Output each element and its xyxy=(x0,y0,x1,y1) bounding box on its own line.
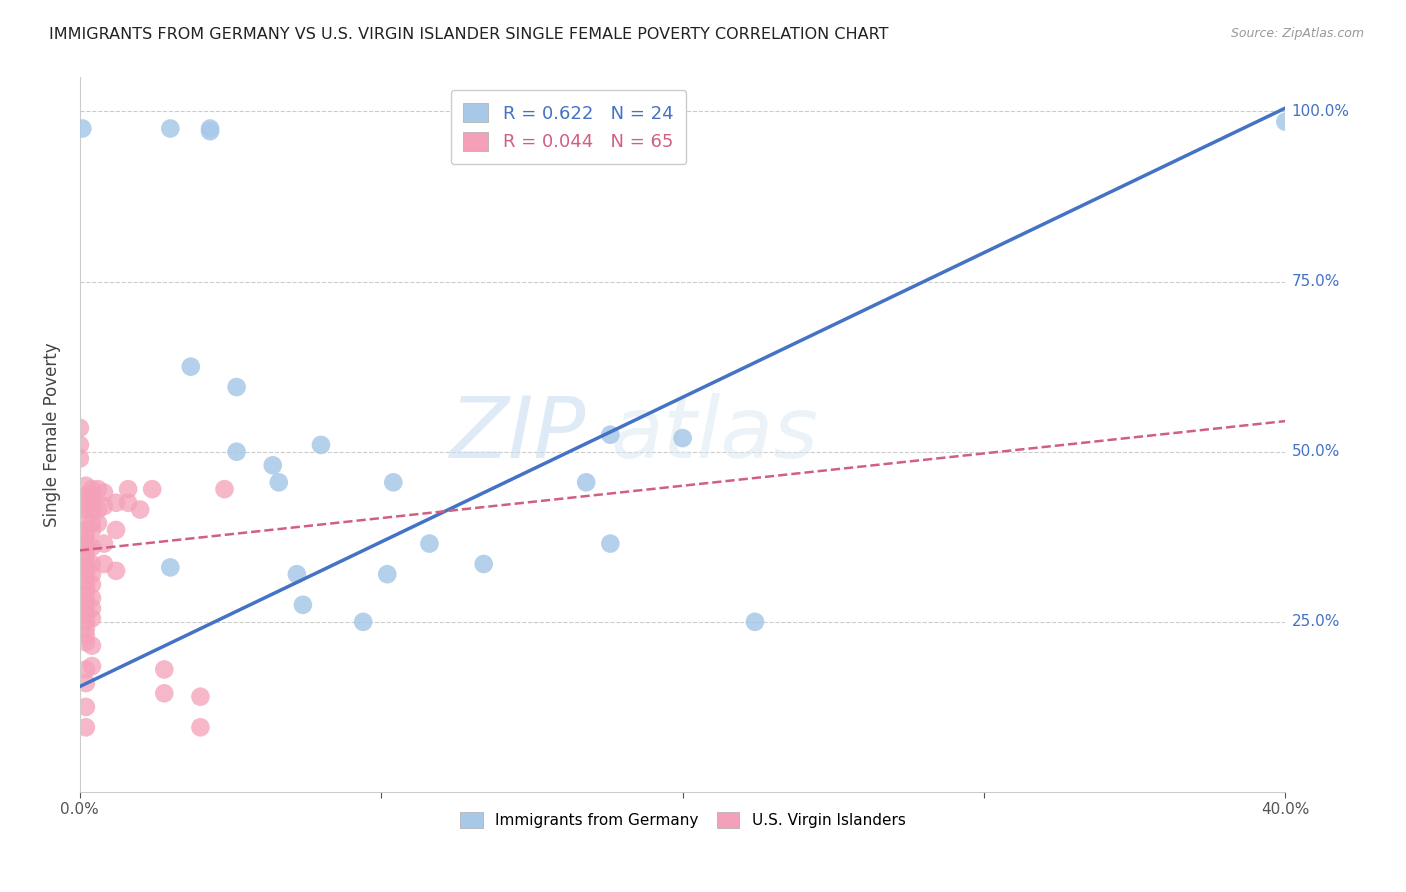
Point xyxy=(159,121,181,136)
Point xyxy=(80,591,103,605)
Text: 100.0%: 100.0% xyxy=(1291,104,1350,119)
Point xyxy=(75,720,97,734)
Y-axis label: Single Female Poverty: Single Female Poverty xyxy=(44,343,60,527)
Point xyxy=(80,482,103,496)
Point xyxy=(198,124,221,138)
Point xyxy=(75,581,97,595)
Point xyxy=(418,536,440,550)
Legend: Immigrants from Germany, U.S. Virgin Islanders: Immigrants from Germany, U.S. Virgin Isl… xyxy=(454,806,911,834)
Point xyxy=(599,427,621,442)
Point xyxy=(153,663,176,677)
Point xyxy=(75,676,97,690)
Point xyxy=(80,601,103,615)
Point xyxy=(75,567,97,582)
Point xyxy=(672,431,695,445)
Point xyxy=(75,496,97,510)
Point xyxy=(75,607,97,622)
Point xyxy=(129,502,152,516)
Point xyxy=(80,523,103,537)
Point xyxy=(141,482,163,496)
Point xyxy=(75,547,97,561)
Point xyxy=(75,594,97,608)
Point xyxy=(80,516,103,531)
Point xyxy=(80,567,103,582)
Point xyxy=(87,482,110,496)
Point xyxy=(105,523,128,537)
Point xyxy=(75,628,97,642)
Point xyxy=(75,588,97,602)
Point xyxy=(382,475,405,490)
Point xyxy=(75,635,97,649)
Point xyxy=(214,482,236,496)
Point xyxy=(80,496,103,510)
Point xyxy=(69,451,91,466)
Point xyxy=(75,502,97,516)
Point xyxy=(80,540,103,554)
Text: 25.0%: 25.0% xyxy=(1291,615,1340,630)
Point xyxy=(80,639,103,653)
Point xyxy=(105,564,128,578)
Point xyxy=(159,560,181,574)
Point xyxy=(117,496,139,510)
Point xyxy=(352,615,374,629)
Point xyxy=(291,598,314,612)
Point xyxy=(75,479,97,493)
Point xyxy=(75,560,97,574)
Point xyxy=(599,536,621,550)
Point xyxy=(180,359,202,374)
Point xyxy=(75,523,97,537)
Point xyxy=(744,615,766,629)
Text: 50.0%: 50.0% xyxy=(1291,444,1340,459)
Point xyxy=(153,686,176,700)
Point xyxy=(75,540,97,554)
Point xyxy=(198,121,221,136)
Point xyxy=(75,553,97,567)
Text: 75.0%: 75.0% xyxy=(1291,274,1340,289)
Point xyxy=(472,557,495,571)
Point xyxy=(190,690,212,704)
Point xyxy=(575,475,598,490)
Point xyxy=(72,121,94,136)
Point xyxy=(75,699,97,714)
Point xyxy=(225,444,247,458)
Point xyxy=(75,574,97,588)
Point xyxy=(93,499,115,513)
Text: ZIP: ZIP xyxy=(450,393,586,476)
Point xyxy=(1274,114,1296,128)
Point xyxy=(285,567,308,582)
Point xyxy=(69,421,91,435)
Point xyxy=(80,557,103,571)
Point xyxy=(267,475,290,490)
Point xyxy=(309,438,332,452)
Point xyxy=(80,659,103,673)
Point xyxy=(225,380,247,394)
Point xyxy=(262,458,284,473)
Point xyxy=(93,485,115,500)
Point xyxy=(117,482,139,496)
Point xyxy=(87,516,110,531)
Point xyxy=(75,536,97,550)
Point xyxy=(93,536,115,550)
Point xyxy=(93,557,115,571)
Point xyxy=(75,663,97,677)
Point xyxy=(190,720,212,734)
Point xyxy=(87,502,110,516)
Point xyxy=(75,601,97,615)
Point xyxy=(75,513,97,527)
Point xyxy=(80,502,103,516)
Point xyxy=(75,489,97,503)
Point xyxy=(69,438,91,452)
Text: atlas: atlas xyxy=(610,393,818,476)
Text: Source: ZipAtlas.com: Source: ZipAtlas.com xyxy=(1230,27,1364,40)
Point xyxy=(80,489,103,503)
Point xyxy=(75,615,97,629)
Point xyxy=(80,611,103,625)
Text: IMMIGRANTS FROM GERMANY VS U.S. VIRGIN ISLANDER SINGLE FEMALE POVERTY CORRELATIO: IMMIGRANTS FROM GERMANY VS U.S. VIRGIN I… xyxy=(49,27,889,42)
Point xyxy=(375,567,398,582)
Point xyxy=(80,577,103,591)
Point xyxy=(105,496,128,510)
Point xyxy=(75,530,97,544)
Point xyxy=(75,622,97,636)
